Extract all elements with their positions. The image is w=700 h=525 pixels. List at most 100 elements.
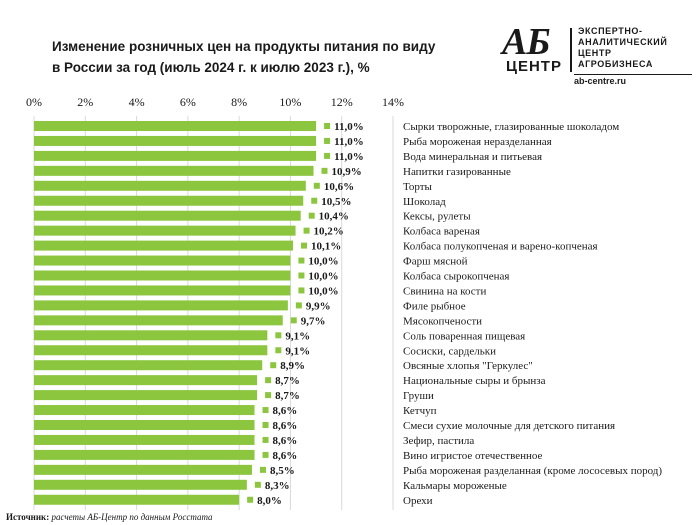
bar-value-label: 10,0% [308, 256, 338, 268]
bar-value-label: 8,3% [265, 480, 290, 492]
logo-text-line-2: АНАЛИТИЧЕСКИЙ [578, 37, 668, 47]
bar-value-label: 10,9% [332, 166, 362, 178]
bar [34, 210, 301, 221]
category-label: Колбаса полукопченая и варено-копченая [403, 241, 598, 253]
bar-value-marker [303, 227, 310, 234]
bar-value-label: 9,9% [306, 300, 331, 312]
bar-value-label: 9,7% [301, 315, 326, 327]
category-label: Груши [403, 390, 434, 402]
category-label: Национальные сыры и брынза [403, 375, 546, 387]
category-label: Зефир, пастила [403, 435, 474, 447]
logo-text-line-3: ЦЕНТР [578, 48, 612, 58]
bar-value-label: 9,1% [285, 345, 310, 357]
logo-text-line-4: АГРОБИЗНЕСА [578, 59, 653, 69]
source-label: Источник: [6, 512, 50, 522]
x-tick-label: 12% [331, 95, 353, 109]
bar-value-marker [259, 466, 266, 473]
bar-value-marker [265, 392, 272, 399]
bar [34, 479, 247, 490]
ab-centre-logo: АБ ЦЕНТР ЭКСПЕРТНО- АНАЛИТИЧЕСКИЙ ЦЕНТР … [498, 21, 693, 92]
bar-value-label: 10,0% [308, 285, 338, 297]
bar [34, 255, 291, 266]
bar-value-marker [313, 182, 320, 189]
bar [34, 360, 263, 371]
bar-value-label: 10,2% [314, 226, 344, 238]
bar-value-marker [275, 347, 282, 354]
bar [34, 225, 296, 236]
bar [34, 240, 293, 251]
bar-value-label: 11,0% [334, 136, 364, 148]
category-label: Вода минеральная и питьевая [403, 151, 542, 163]
bar [34, 195, 304, 206]
category-label: Свинина на кости [403, 285, 486, 297]
x-tick-label: 10% [279, 95, 301, 109]
category-label: Кетчуп [403, 405, 437, 417]
bar-value-label: 10,4% [319, 211, 349, 223]
bar-value-label: 10,0% [308, 271, 338, 283]
bar-value-marker [254, 481, 261, 488]
category-label: Колбаса вареная [403, 226, 480, 238]
logo-text-line-1: ЭКСПЕРТНО- [578, 26, 643, 36]
bar-value-label: 8,6% [273, 450, 298, 462]
category-label: Торты [403, 181, 433, 193]
category-label: Сосиски, сардельки [403, 345, 496, 357]
x-tick-label: 2% [77, 95, 93, 109]
bar [34, 135, 317, 146]
bar-value-marker [290, 317, 297, 324]
bar [34, 121, 317, 131]
bar [34, 150, 317, 161]
bar-value-marker [295, 302, 302, 309]
bar-value-marker [265, 377, 272, 384]
category-label: Рыба мороженая неразделанная [403, 136, 552, 148]
bar [34, 420, 255, 430]
category-label: Мясокопчености [403, 315, 482, 327]
bar [34, 180, 306, 191]
category-label: Овсяные хлопья "Геркулес" [403, 360, 533, 372]
bar-value-label: 10,6% [324, 181, 354, 193]
bar-value-marker [270, 362, 277, 369]
category-label: Фарш мясной [403, 256, 468, 268]
bar-value-marker [324, 123, 331, 129]
bar-value-marker [298, 257, 305, 264]
bar [34, 375, 258, 386]
bar [34, 330, 268, 341]
bar-value-marker [324, 137, 331, 144]
category-label: Кальмары мороженые [403, 480, 507, 492]
bar [34, 270, 291, 281]
x-tick-label: 0% [26, 95, 42, 109]
bar-value-marker [262, 451, 269, 458]
bar [34, 390, 258, 401]
bar-value-label: 8,7% [275, 375, 300, 387]
bar-value-marker [298, 272, 305, 279]
logo-url-underline [574, 74, 692, 75]
bar [34, 464, 252, 475]
bar-value-marker [247, 496, 254, 503]
category-label: Орехи [403, 495, 433, 507]
bar-value-label: 8,5% [270, 465, 295, 477]
logo-divider [570, 28, 572, 72]
bar-value-marker [262, 422, 269, 428]
category-label: Шоколад [403, 196, 446, 208]
bar-value-label: 8,6% [273, 435, 298, 447]
bar-value-label: 11,0% [334, 121, 364, 133]
category-label: Филе рыбное [403, 300, 466, 312]
bar [34, 300, 288, 311]
category-label: Рыба мороженая разделанная (кроме лососе… [403, 465, 662, 477]
bar-value-marker [298, 287, 305, 294]
bar-value-marker [321, 167, 328, 174]
x-tick-label: 8% [231, 95, 247, 109]
bar-value-marker [324, 152, 331, 159]
bar-value-label: 8,6% [273, 405, 298, 417]
bar-value-label: 11,0% [334, 151, 364, 163]
x-tick-label: 4% [129, 95, 145, 109]
chart-title-line-1: Изменение розничных цен на продукты пита… [52, 39, 436, 54]
bar-value-marker [308, 212, 315, 219]
category-label: Сырки творожные, глазированные шоколадом [403, 121, 619, 133]
category-label: Напитки газированные [403, 166, 511, 178]
category-label: Вино игристое отечественное [403, 450, 543, 462]
chart-title-line-2: в России за год (июль 2024 г. к июлю 202… [52, 60, 370, 75]
bar-value-label: 8,0% [257, 495, 282, 507]
bar-value-label: 8,7% [275, 390, 300, 402]
bar-value-label: 8,6% [273, 420, 298, 432]
